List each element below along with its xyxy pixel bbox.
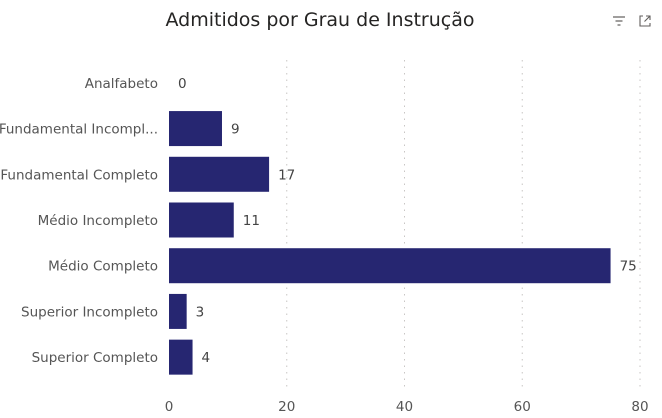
- filter-icon[interactable]: [612, 14, 626, 28]
- x-tick-label: 40: [396, 399, 413, 415]
- x-tick-label: 80: [631, 399, 648, 415]
- x-tick-label: 20: [278, 399, 295, 415]
- category-label: Fundamental Incompl...: [0, 122, 158, 138]
- data-label: 11: [243, 213, 260, 229]
- x-tick-label: 60: [514, 399, 531, 415]
- category-label: Analfabeto: [85, 76, 158, 92]
- bar[interactable]: [169, 339, 193, 375]
- visual-toolbar: [612, 14, 652, 28]
- data-label: 17: [278, 167, 295, 183]
- category-label: Superior Completo: [32, 350, 158, 366]
- data-label: 0: [178, 76, 187, 92]
- bar[interactable]: [169, 156, 270, 192]
- data-label: 75: [620, 259, 637, 275]
- bar[interactable]: [169, 293, 187, 329]
- category-label: Médio Incompleto: [38, 213, 158, 229]
- x-tick-label: 0: [165, 399, 174, 415]
- chart-title: Admitidos por Grau de Instrução: [165, 9, 475, 31]
- bar[interactable]: [169, 248, 611, 284]
- category-label: Médio Completo: [48, 259, 158, 275]
- category-label: Superior Incompleto: [21, 304, 158, 320]
- data-label: 4: [202, 350, 211, 366]
- bar[interactable]: [169, 111, 222, 147]
- bar[interactable]: [169, 202, 234, 238]
- data-label: 3: [196, 304, 205, 320]
- category-label: Fundamental Completo: [0, 167, 158, 183]
- data-label: 9: [231, 122, 240, 138]
- expand-icon[interactable]: [638, 14, 652, 28]
